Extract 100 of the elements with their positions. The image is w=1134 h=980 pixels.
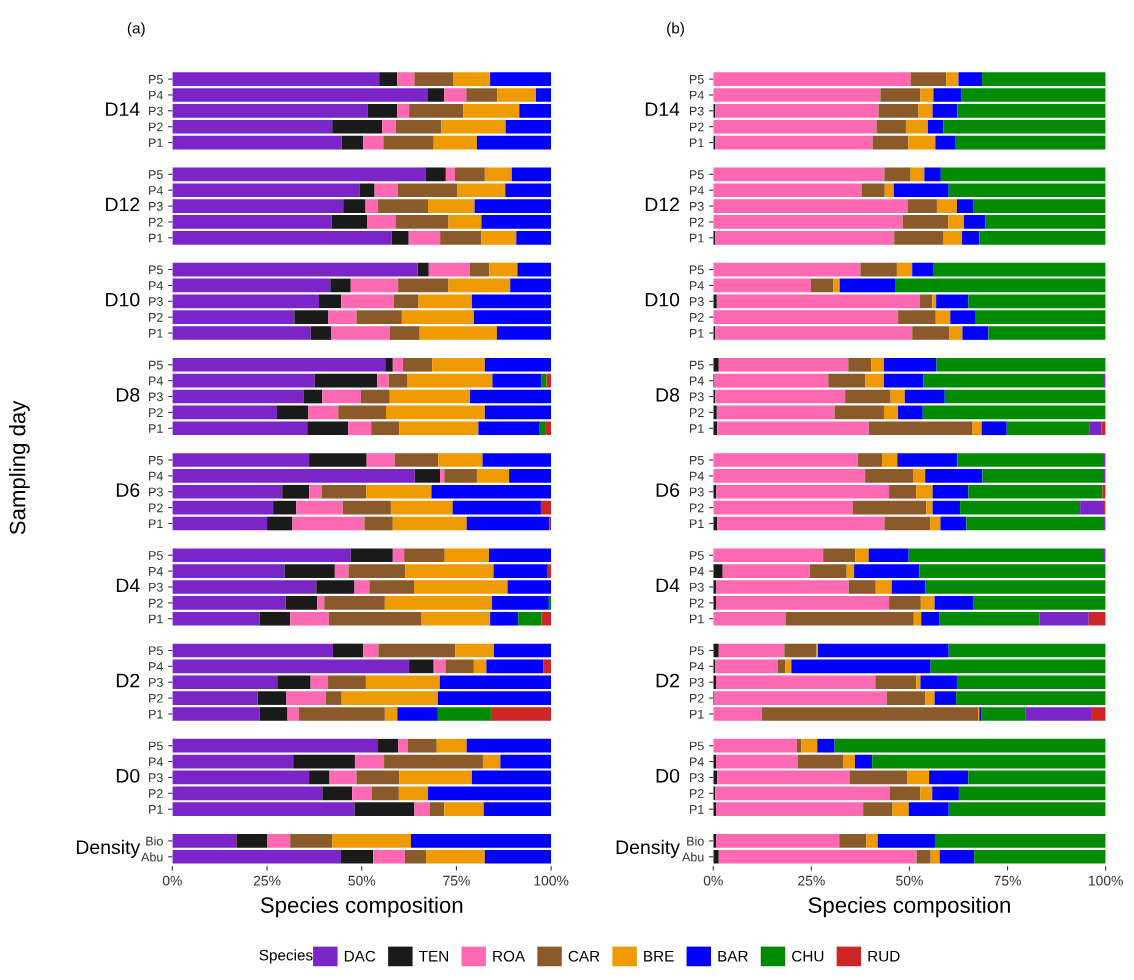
y-tick-label: P4	[689, 567, 704, 576]
y-tick-label: P1	[149, 424, 163, 433]
y-tick-label: P1	[689, 328, 704, 338]
y-tick-label: P3	[689, 678, 704, 687]
y-tick-label: P1	[149, 233, 163, 243]
x-tick-label: 75%	[443, 875, 470, 886]
y-tick-label: P1	[689, 614, 704, 624]
y-tick-label: P5	[689, 75, 704, 84]
text: D4	[116, 578, 140, 593]
y-tick-label: P3	[149, 773, 163, 783]
text: D6	[116, 483, 140, 497]
y-tick-label: P1	[149, 519, 163, 529]
x-tick-label: 50%	[896, 875, 923, 886]
y-tick-label: Abu	[682, 852, 704, 862]
y-tick-label: Bio	[146, 836, 163, 846]
y-tick-label: Abu	[141, 852, 163, 862]
y-tick-label: P1	[149, 805, 163, 814]
x-tick-label: 100%	[534, 875, 569, 886]
y-tick-label: P3	[149, 106, 163, 116]
y-tick-label: P1	[689, 424, 704, 433]
text: D2	[656, 673, 679, 688]
y-tick-label: P4	[689, 662, 704, 671]
y-tick-label: P1	[149, 138, 163, 148]
y-tick-label: P5	[689, 360, 704, 370]
y-tick-label: P4	[149, 376, 163, 386]
x-tick-label: 25%	[253, 875, 281, 886]
x-axis-title: Species composition	[808, 896, 1010, 918]
y-tick-label: P3	[149, 392, 163, 402]
y-tick-label: P3	[689, 392, 704, 402]
text: D10	[645, 292, 680, 307]
y-tick-label: P2	[689, 122, 704, 132]
y-tick-label: P4	[689, 186, 704, 195]
y-tick-label: P2	[689, 789, 704, 798]
y-tick-label: P5	[149, 265, 163, 275]
x-axis-title: Species composition	[260, 896, 463, 918]
y-tick-label: P2	[689, 503, 704, 513]
y-tick-label: P4	[149, 186, 163, 195]
y-tick-label: P4	[689, 281, 704, 290]
text: D14	[106, 102, 140, 116]
x-tick-label: 75%	[994, 875, 1021, 886]
y-tick-label: P2	[149, 693, 163, 703]
y-tick-label: P4	[149, 757, 163, 767]
y-tick-label: P5	[149, 551, 163, 560]
y-tick-label: P1	[149, 614, 163, 624]
y-tick-label: P4	[149, 662, 163, 671]
text: D10	[106, 292, 140, 307]
chart-title: (b)	[667, 22, 684, 37]
y-tick-label: P5	[149, 646, 163, 656]
y-tick-label: P4	[689, 90, 704, 100]
y-tick-label: P4	[149, 567, 163, 576]
y-tick-label: P1	[149, 709, 163, 719]
y-tick-label: P3	[149, 297, 163, 306]
text: D0	[656, 768, 680, 783]
y-tick-label: P2	[149, 408, 163, 417]
y-tick-label: P3	[149, 582, 163, 592]
text: Density	[616, 839, 680, 858]
y-tick-label: P5	[149, 75, 163, 84]
y-tick-label: P5	[149, 455, 163, 465]
y-tick-label: P5	[149, 170, 163, 179]
legend-label: TEN	[419, 950, 448, 962]
y-tick-label: P4	[149, 90, 163, 100]
y-tick-label: P2	[689, 693, 704, 703]
y-tick-label: P2	[149, 217, 163, 227]
y-tick-label: P3	[689, 773, 704, 783]
text: D4	[656, 578, 680, 593]
y-tick-label: P2	[689, 312, 704, 322]
y-tick-label: P4	[689, 471, 704, 481]
y-tick-label: P3	[689, 201, 704, 211]
y-tick-label: P5	[689, 265, 704, 275]
y-tick-label: P5	[689, 455, 704, 465]
legend-label: BAR	[718, 950, 748, 962]
text: D12	[645, 197, 679, 212]
text: D14	[645, 102, 680, 116]
y-tick-label: P1	[689, 709, 704, 719]
y-tick-label: P2	[149, 503, 163, 513]
x-tick-label: 100%	[1088, 875, 1123, 886]
y-tick-label: P4	[689, 757, 704, 767]
y-tick-label: P3	[149, 487, 163, 497]
chart-title: (a)	[127, 22, 145, 37]
y-tick-label: P5	[689, 646, 704, 656]
y-tick-label: P4	[149, 471, 163, 481]
y-tick-label: P1	[689, 233, 704, 243]
text: D2	[116, 673, 140, 688]
y-tick-label: P3	[689, 297, 704, 306]
legend-label: CHU	[792, 950, 824, 962]
y-tick-label: P3	[149, 201, 163, 211]
y-tick-label: P1	[689, 138, 704, 148]
y-tick-label: P4	[149, 281, 163, 290]
x-tick-label: 50%	[348, 875, 376, 886]
legend-label: BRE	[644, 950, 674, 962]
text: D0	[116, 768, 140, 783]
y-tick-label: P1	[149, 328, 163, 338]
y-tick-label: P2	[689, 408, 704, 417]
legend-label: ROA	[493, 950, 526, 962]
text: D8	[116, 387, 140, 402]
y-tick-label: P3	[689, 582, 704, 592]
x-tick-label: 0%	[703, 875, 723, 886]
y-tick-label: P1	[689, 805, 704, 814]
y-tick-label: P5	[149, 360, 163, 370]
y-tick-label: P2	[689, 217, 704, 227]
